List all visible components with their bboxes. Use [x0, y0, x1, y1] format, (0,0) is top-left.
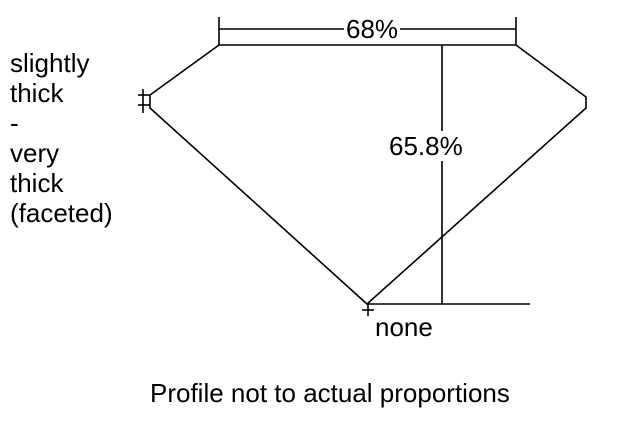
- table-percentage: 68%: [344, 14, 401, 44]
- gem-profile: [149, 44, 587, 306]
- caption: Profile not to actual proportions: [150, 378, 510, 408]
- girdle-label-line: very: [10, 138, 60, 168]
- girdle-label: slightly thick - very thick (faceted): [10, 48, 113, 228]
- depth-percentage: 65.8%: [389, 131, 463, 161]
- girdle-label-line: (faceted): [10, 198, 113, 228]
- girdle-label-line: thick: [10, 168, 64, 198]
- girdle-label-line: -: [10, 108, 19, 138]
- culet-label: none: [375, 312, 433, 342]
- girdle-label-line: thick: [10, 78, 64, 108]
- girdle-label-line: slightly: [10, 48, 90, 78]
